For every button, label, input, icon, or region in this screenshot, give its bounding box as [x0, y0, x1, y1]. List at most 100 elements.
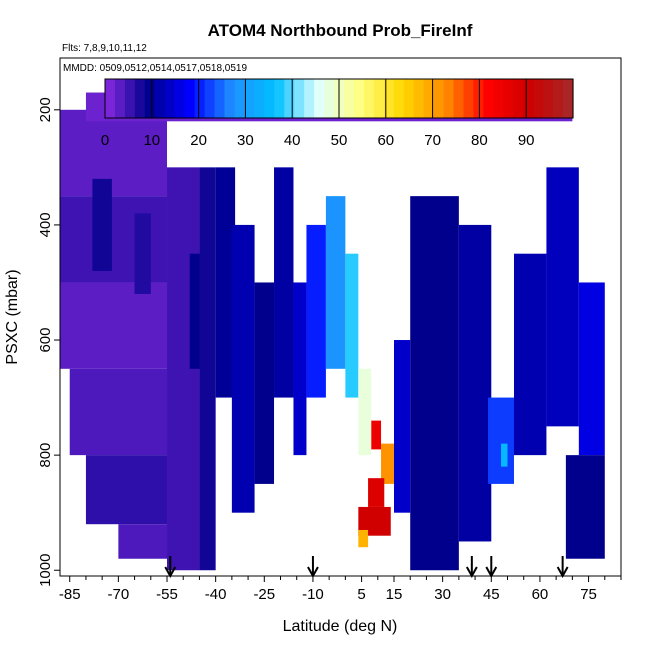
x-tick-label-6: 5: [357, 586, 365, 603]
colorbar-segment-5: [154, 79, 166, 118]
x-tick-label-10: 60: [532, 586, 549, 603]
colorbar-segment-33: [433, 79, 445, 118]
colorbar-tick-label-1: 10: [143, 132, 160, 149]
colorbar-segment-25: [353, 79, 365, 118]
x-tick-label-3: -40: [205, 586, 227, 603]
heatmap-cell-2: [60, 282, 168, 369]
heatmap-cell-28: [488, 397, 514, 484]
heatmap-cell-27: [458, 224, 492, 542]
heatmap-cell-5: [118, 524, 168, 559]
y-tick-label-3: 800: [37, 443, 54, 468]
colorbar-segment-30: [403, 79, 415, 118]
chart-title: ATOM4 Northbound Prob_FireInf: [208, 21, 473, 40]
heatmap-cell-10: [199, 167, 216, 571]
heatmap-cell-17: [325, 196, 346, 369]
colorbar-segment-8: [184, 79, 196, 118]
x-axis-label: Latitude (deg N): [283, 618, 398, 635]
colorbar-segment-0: [105, 79, 116, 118]
heatmap-cell-18: [345, 253, 359, 398]
colorbar-segment-45: [553, 79, 564, 118]
arrow-head-1: [307, 566, 319, 579]
heatmap-cell-24: [358, 529, 369, 548]
dates-label: MMDD: 0509,0512,0514,0517,0518,0519: [63, 63, 247, 74]
y-tick-label-1: 400: [37, 212, 54, 237]
colorbar-segment-29: [393, 79, 405, 118]
colorbar-segment-21: [314, 79, 325, 118]
heatmap-cell-15: [293, 282, 307, 456]
colorbar-segment-12: [224, 79, 236, 118]
colorbar-segment-4: [144, 79, 156, 118]
colorbar-segment-22: [324, 79, 335, 118]
heatmap-cell-33: [565, 455, 605, 559]
heatmap-cell-12: [231, 224, 255, 513]
y-axis-label: PSXC (mbar): [4, 269, 21, 364]
colorbar-tick-label-9: 90: [518, 132, 535, 149]
x-tick-label-8: 30: [434, 586, 451, 603]
colorbar-tick-label-4: 40: [284, 132, 301, 149]
colorbar-segment-41: [513, 79, 524, 118]
colorbar-segment-14: [244, 79, 255, 118]
colorbar-segment-18: [284, 79, 295, 118]
colorbar-segment-20: [304, 79, 315, 118]
plot-border: [59, 57, 622, 577]
colorbar-segment-6: [164, 79, 176, 118]
heatmap-cell-20: [371, 420, 382, 450]
colorbar-segment-40: [503, 79, 514, 118]
y-axis: 200 400 600 800 1000: [37, 97, 60, 587]
heatmap-cell-3: [69, 368, 168, 456]
heatmap-cell-7: [134, 213, 151, 294]
plot-area: [59, 57, 622, 577]
heatmap-cell-19: [358, 368, 372, 456]
colorbar-segment-26: [363, 79, 375, 118]
colorbar-tick-label-2: 20: [190, 132, 207, 149]
heatmap-cell-25: [394, 340, 411, 513]
arrow-head-3: [485, 566, 498, 579]
heatmap-cell-21: [381, 443, 395, 484]
heatmap-cell-13: [254, 282, 275, 484]
heatmap-cell-26: [410, 196, 459, 571]
colorbar-segment-35: [453, 79, 465, 118]
heatmap-cell-14: [274, 167, 294, 398]
colorbar-segment-43: [533, 79, 544, 118]
heatmap-cell-1: [60, 196, 168, 283]
colorbar-segment-36: [463, 79, 475, 118]
colorbar-segment-24: [343, 79, 355, 118]
colorbar-segment-32: [423, 79, 435, 118]
colorbar-segment-3: [134, 79, 146, 118]
colorbar-segment-34: [443, 79, 455, 118]
flights-label: Flts: 7,8,9,10,11,12: [62, 43, 147, 54]
colorbar-segment-16: [264, 79, 275, 118]
colorbar-tick-label-5: 50: [331, 132, 348, 149]
arrow-head-2: [465, 566, 478, 579]
colorbar-segment-39: [493, 79, 504, 118]
heatmap-cell-30: [513, 253, 547, 456]
colorbar-segment-46: [563, 79, 574, 118]
x-tick-label-2: -55: [156, 586, 178, 603]
colorbar-segment-13: [234, 79, 246, 118]
heatmap: [60, 92, 605, 571]
x-tick-label-11: 75: [580, 586, 597, 603]
colorbar-segment-1: [114, 79, 126, 118]
colorbar-segment-27: [373, 79, 385, 118]
heatmap-cell-4: [85, 455, 168, 525]
arrow-head-4: [556, 566, 569, 579]
arrow-head-0: [164, 566, 177, 579]
colorbar: 0 10 20 30 40 50 60 70 80 90: [101, 78, 574, 149]
colorbar-segment-42: [523, 79, 534, 118]
colorbar-segment-7: [174, 79, 186, 118]
y-tick-label-0: 200: [37, 97, 54, 122]
heatmap-cell-29: [501, 443, 508, 467]
heatmap-cell-22: [368, 478, 385, 507]
y-tick-label-4: 1000: [37, 554, 54, 587]
colorbar-segment-44: [543, 79, 554, 118]
x-tick-label-4: -25: [253, 586, 275, 603]
colorbar-tick-label-6: 60: [377, 132, 394, 149]
x-tick-label-0: -85: [59, 586, 81, 603]
heatmap-cell-31: [546, 167, 579, 427]
colorbar-segment-9: [194, 79, 206, 118]
colorbar-segment-10: [204, 79, 216, 118]
colorbar-tick-label-7: 70: [424, 132, 441, 149]
colorbar-segment-15: [254, 79, 265, 118]
colorbar-tick-label-3: 30: [237, 132, 254, 149]
